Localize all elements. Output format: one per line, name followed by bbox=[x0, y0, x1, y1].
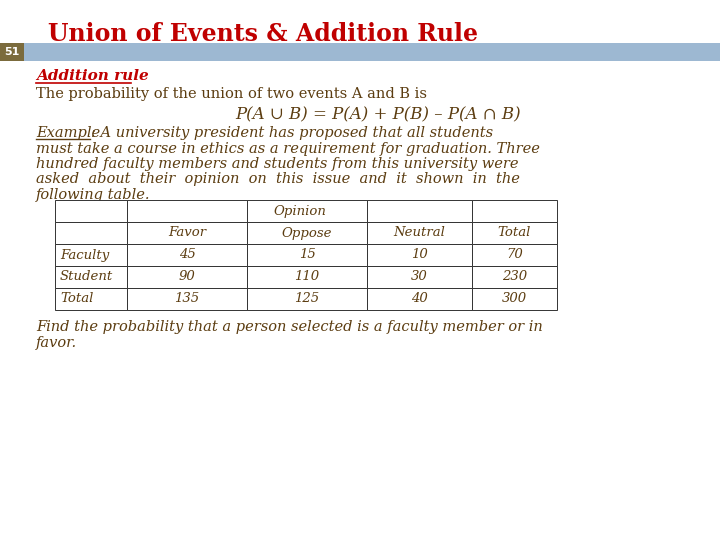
Bar bbox=[472, 266, 557, 288]
Text: hundred faculty members and students from this university were: hundred faculty members and students fro… bbox=[36, 157, 518, 171]
Text: 135: 135 bbox=[174, 293, 199, 306]
Bar bbox=[247, 266, 367, 288]
Bar bbox=[127, 266, 247, 288]
Bar bbox=[247, 244, 367, 266]
Text: Addition rule: Addition rule bbox=[36, 69, 149, 83]
Text: The probability of the union of two events A and B is: The probability of the union of two even… bbox=[36, 87, 427, 101]
Text: Find the probability that a person selected is a faculty member or in: Find the probability that a person selec… bbox=[36, 320, 543, 334]
Text: 90: 90 bbox=[179, 271, 195, 284]
Bar bbox=[55, 200, 127, 222]
Bar bbox=[55, 244, 127, 266]
Bar bbox=[55, 266, 127, 288]
Text: 230: 230 bbox=[502, 271, 527, 284]
Bar bbox=[55, 288, 127, 310]
Bar bbox=[472, 244, 557, 266]
Text: Faculty: Faculty bbox=[60, 248, 109, 261]
Bar bbox=[127, 244, 247, 266]
Bar bbox=[247, 222, 367, 244]
Text: 30: 30 bbox=[411, 271, 428, 284]
Text: 110: 110 bbox=[294, 271, 320, 284]
Text: Total: Total bbox=[60, 293, 94, 306]
Text: 125: 125 bbox=[294, 293, 320, 306]
Text: : A university president has proposed that all students: : A university president has proposed th… bbox=[91, 126, 493, 140]
Text: 15: 15 bbox=[299, 248, 315, 261]
Text: 40: 40 bbox=[411, 293, 428, 306]
Text: Neutral: Neutral bbox=[394, 226, 446, 240]
Bar bbox=[127, 200, 247, 222]
Text: asked  about  their  opinion  on  this  issue  and  it  shown  in  the: asked about their opinion on this issue … bbox=[36, 172, 520, 186]
Bar bbox=[367, 222, 472, 244]
Bar bbox=[367, 200, 472, 222]
Bar bbox=[367, 288, 472, 310]
Bar bbox=[367, 266, 472, 288]
Text: Opinion: Opinion bbox=[273, 205, 326, 218]
Bar bbox=[0, 43, 720, 61]
Bar bbox=[472, 200, 557, 222]
Bar bbox=[472, 222, 557, 244]
Bar bbox=[55, 222, 127, 244]
Text: must take a course in ethics as a requirement for graduation. Three: must take a course in ethics as a requir… bbox=[36, 141, 540, 156]
Text: P(A ∪ B) = P(A) + P(B) – P(A ∩ B): P(A ∪ B) = P(A) + P(B) – P(A ∩ B) bbox=[235, 106, 521, 123]
Bar bbox=[127, 288, 247, 310]
Text: Example: Example bbox=[36, 126, 100, 140]
Text: favor.: favor. bbox=[36, 335, 77, 349]
Text: 70: 70 bbox=[506, 248, 523, 261]
Bar bbox=[472, 288, 557, 310]
Text: Favor: Favor bbox=[168, 226, 206, 240]
Text: following table.: following table. bbox=[36, 188, 150, 202]
Text: Total: Total bbox=[498, 226, 531, 240]
Bar bbox=[0, 43, 24, 61]
Text: Oppose: Oppose bbox=[282, 226, 332, 240]
Text: Student: Student bbox=[60, 271, 113, 284]
Bar bbox=[247, 288, 367, 310]
Text: 51: 51 bbox=[4, 47, 19, 57]
Text: Union of Events & Addition Rule: Union of Events & Addition Rule bbox=[48, 22, 478, 46]
Text: 10: 10 bbox=[411, 248, 428, 261]
Text: 45: 45 bbox=[179, 248, 195, 261]
Bar bbox=[127, 222, 247, 244]
Text: 300: 300 bbox=[502, 293, 527, 306]
Bar bbox=[247, 200, 367, 222]
Bar bbox=[367, 244, 472, 266]
